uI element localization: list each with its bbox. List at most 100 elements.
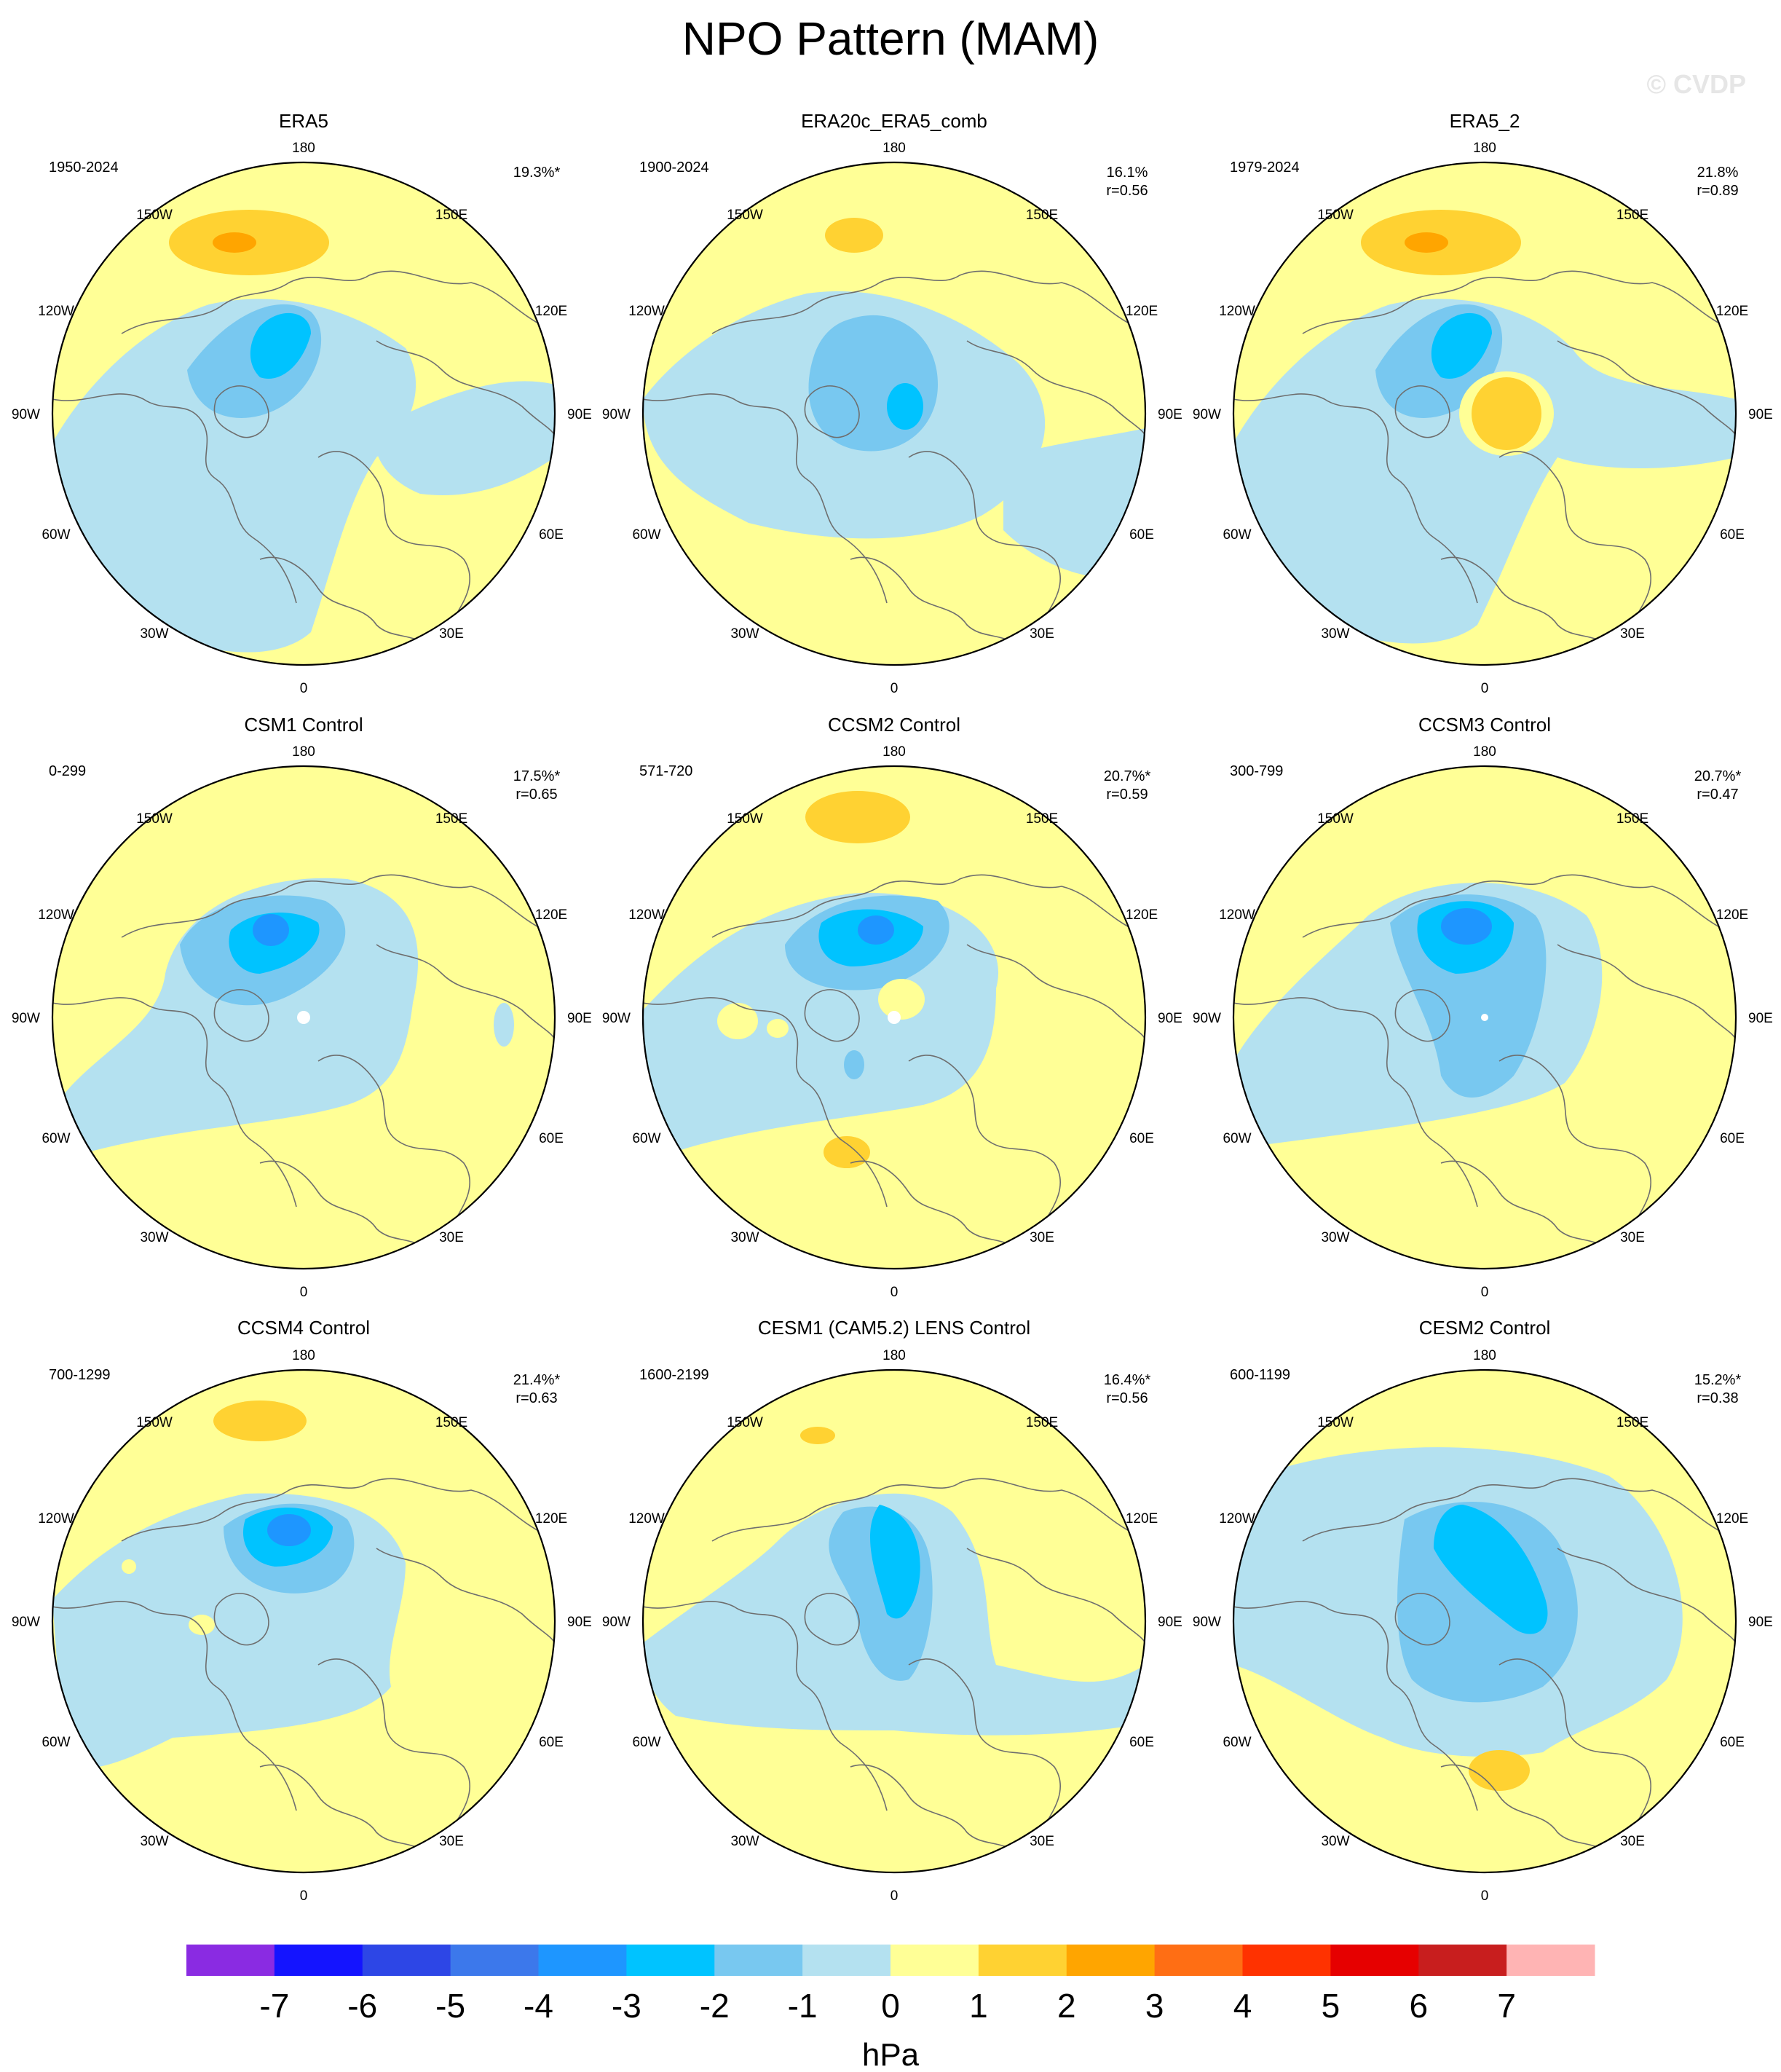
longitude-label: 60W — [42, 527, 70, 543]
coastline — [121, 1478, 545, 1542]
colorbar-tick-label: 1 — [969, 1987, 988, 2025]
contour-region — [887, 383, 923, 430]
longitude-label: 30E — [1030, 1834, 1054, 1849]
longitude-label: 150E — [1616, 811, 1648, 827]
longitude-label: 120E — [1716, 304, 1748, 319]
longitude-label: 150W — [727, 1415, 763, 1430]
longitude-label: 150E — [1026, 1415, 1058, 1430]
colorbar-tick-label: 7 — [1497, 1987, 1516, 2025]
panel-title: CESM2 Control — [1419, 1317, 1551, 1339]
longitude-label: 180 — [882, 141, 906, 156]
longitude-label: 30W — [140, 626, 168, 642]
longitude-label: 120W — [1219, 1511, 1255, 1527]
panel-years: 600-1199 — [1230, 1367, 1290, 1383]
coastline — [908, 1658, 1062, 1833]
contour-region — [267, 1514, 311, 1546]
colorbar-swatch — [362, 1945, 451, 1976]
colorbar-tick-label: -2 — [700, 1987, 730, 2025]
coastline — [121, 874, 545, 938]
map-outline — [51, 765, 556, 1270]
longitude-label: 180 — [1473, 1348, 1496, 1363]
contour-fields — [52, 210, 555, 653]
longitude-label: 30W — [730, 1834, 759, 1849]
map-outline — [641, 765, 1147, 1270]
longitude-label: 180 — [292, 744, 315, 760]
panel-variance-pct: 19.3%* — [513, 165, 561, 181]
coastline — [1394, 1593, 1450, 1646]
longitude-label: 60E — [1720, 527, 1745, 543]
coastline — [213, 1593, 269, 1646]
longitude-label: 150W — [136, 208, 173, 223]
longitude-label: 0 — [1481, 1285, 1489, 1300]
longitude-label: 150E — [1616, 208, 1648, 223]
contour-fields — [1233, 210, 1736, 647]
coastline — [850, 556, 1019, 647]
panel-years: 1900-2024 — [639, 159, 709, 176]
longitude-label: 180 — [292, 1348, 315, 1363]
panel-pattern-correlation: r=0.38 — [1697, 1390, 1738, 1406]
longitude-label: 0 — [890, 1888, 899, 1904]
polar-map: 180 150W 150E 120W 120E 90W 90E 60W 60E 30W 30E 0 — [12, 141, 592, 696]
longitude-label: 150W — [136, 811, 173, 827]
contour-region — [250, 312, 311, 379]
panel-variance-pct: 20.7%* — [1104, 768, 1151, 784]
map-outline — [1232, 161, 1737, 666]
panel-grid: ERA5 1950-2024 19.3%* 180 150W 150E 120W 120E 90… — [12, 110, 1773, 1904]
coastline — [1498, 1658, 1652, 1833]
longitude-label: 150W — [727, 811, 763, 827]
panel-years: 1950-2024 — [49, 159, 119, 176]
coastline — [711, 874, 1135, 938]
coastline — [643, 1601, 888, 1811]
longitude-label: 150W — [1317, 811, 1354, 827]
longitude-label: 120E — [535, 304, 567, 319]
longitude-label: 90W — [1193, 1615, 1221, 1630]
longitude-label: 120E — [1126, 1511, 1158, 1527]
contour-region — [858, 915, 894, 945]
colorbar-swatch — [890, 1945, 979, 1976]
panel-variance-pct: 17.5%* — [513, 768, 561, 784]
coastline — [804, 989, 860, 1042]
coastline — [1557, 340, 1736, 436]
map-panel: ERA5 1950-2024 19.3%* 180 150W 150E 120W 120E 90… — [12, 110, 592, 696]
coastline — [317, 1658, 471, 1833]
coastline — [711, 270, 1135, 334]
colorbar-swatch — [1154, 1945, 1243, 1976]
panel-title: CCSM2 Control — [828, 714, 960, 736]
longitude-label: 90E — [567, 407, 592, 422]
contour-region — [189, 1615, 215, 1635]
longitude-label: 90W — [602, 1011, 631, 1026]
longitude-label: 180 — [1473, 744, 1496, 760]
longitude-label: 150E — [1616, 1415, 1648, 1430]
colorbar: -7 -6 -5 -4 -3 -2 -1 0 1 2 3 4 5 6 7 — [186, 1945, 1595, 2025]
contour-fields — [52, 874, 555, 1251]
polar-map: 180 150W 150E 120W 120E 90W 90E 60W 60E 30W 30E 0 — [1193, 1348, 1773, 1904]
longitude-label: 120W — [628, 304, 665, 319]
pole-marker — [888, 1011, 901, 1024]
contour-region — [213, 232, 256, 253]
contour-region — [878, 979, 925, 1020]
longitude-label: 30W — [730, 626, 759, 642]
map-outline — [1232, 765, 1737, 1270]
contour-region — [870, 1505, 920, 1619]
coastline — [213, 385, 269, 438]
coastline — [52, 1601, 297, 1811]
coastline — [643, 997, 888, 1208]
longitude-label: 60W — [1223, 527, 1251, 543]
figure-title: NPO Pattern (MAM) — [682, 12, 1099, 65]
panel-years: 300-799 — [1230, 763, 1283, 779]
contour-region — [1434, 1505, 1548, 1634]
colorbar-tick-label: 3 — [1145, 1987, 1164, 2025]
polar-map: 180 150W 150E 120W 120E 90W 90E 60W 60E 30W 30E 0 — [12, 744, 592, 1300]
coastline — [908, 451, 1062, 626]
coastline — [804, 385, 860, 438]
longitude-label: 30W — [140, 1230, 168, 1245]
longitude-label: 30W — [1321, 626, 1349, 642]
longitude-label: 60W — [1223, 1131, 1251, 1146]
colorbar-swatch — [802, 1945, 891, 1976]
longitude-label: 30E — [439, 1834, 464, 1849]
panel-title: ERA5_2 — [1450, 110, 1520, 132]
panel-variance-pct: 16.1% — [1107, 165, 1148, 181]
colorbar-swatch — [274, 1945, 363, 1976]
colorbar-tick-label: -7 — [259, 1987, 289, 2025]
